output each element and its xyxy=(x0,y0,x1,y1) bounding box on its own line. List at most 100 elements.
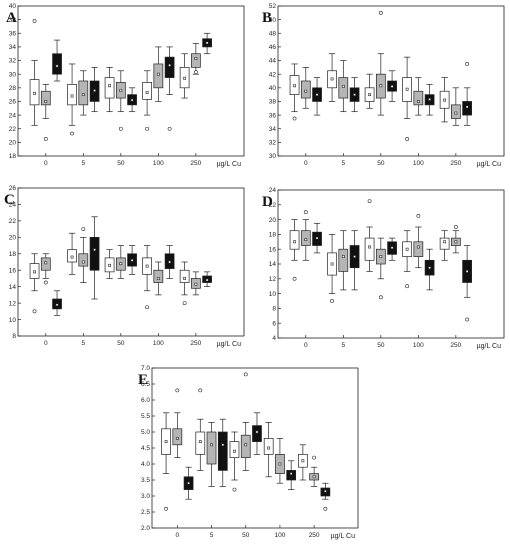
x-tick-label: 100 xyxy=(153,340,164,347)
iqr-box xyxy=(164,56,175,78)
x-axis-unit-label: µg/L Cu xyxy=(217,341,242,348)
outlier-point xyxy=(367,199,372,204)
outlier-point xyxy=(303,210,308,215)
median-point xyxy=(454,240,458,244)
x-axis-unit-label: µg/L Cu xyxy=(217,161,242,168)
box-black-50 xyxy=(127,245,137,275)
median-point xyxy=(301,459,305,463)
median-point xyxy=(156,72,160,76)
box-black-100 xyxy=(164,245,175,279)
y-tick-label: 36 xyxy=(269,112,277,119)
outlier-point xyxy=(145,126,149,131)
x-tick-label: 250 xyxy=(450,342,461,349)
median-point xyxy=(119,262,123,266)
median-point xyxy=(108,263,111,267)
box-black-100 xyxy=(164,46,175,131)
box-white-0 xyxy=(29,253,40,314)
outlier-point xyxy=(405,284,409,289)
median-point xyxy=(130,98,134,102)
y-tick-label: 10 xyxy=(269,291,277,298)
median-point xyxy=(390,246,394,250)
median-point xyxy=(293,240,296,244)
box-grey-100 xyxy=(153,261,164,296)
y-tick-label: 46 xyxy=(269,44,277,51)
outlier-point xyxy=(378,10,383,15)
y-tick-label: 48 xyxy=(269,30,277,37)
y-tick-label: 10 xyxy=(9,317,17,324)
x-tick-label: 0 xyxy=(304,342,308,349)
box-white-250 xyxy=(439,77,450,123)
outlier-point xyxy=(416,213,421,218)
box-grey-5 xyxy=(338,60,349,113)
x-tick-label: 100 xyxy=(413,342,424,349)
median-point xyxy=(443,98,447,102)
box-grey-100 xyxy=(153,46,164,102)
y-tick-label: 30 xyxy=(269,153,277,160)
box-grey-250 xyxy=(191,271,201,296)
box-white-50 xyxy=(364,199,375,272)
x-axis-unit-label: µg/L Cu xyxy=(477,161,502,168)
box-black-250 xyxy=(462,245,472,322)
box-grey-50 xyxy=(115,70,126,131)
y-tick-label: 26 xyxy=(9,99,17,106)
outlier-point xyxy=(32,19,37,23)
y-tick-label: 34 xyxy=(9,44,17,51)
x-tick-label: 5 xyxy=(82,160,86,167)
box-black-0 xyxy=(312,77,322,116)
y-tick-label: 16 xyxy=(269,246,277,253)
box-grey-100 xyxy=(413,77,424,116)
box-black-50 xyxy=(252,412,262,455)
y-tick-label: 32 xyxy=(9,58,17,65)
y-tick-label: 22 xyxy=(9,218,17,225)
median-point xyxy=(304,238,308,241)
median-point xyxy=(93,248,96,252)
box-white-100 xyxy=(142,70,152,131)
median-point xyxy=(416,100,420,103)
y-tick-label: 2.5 xyxy=(141,509,150,516)
iqr-box xyxy=(413,90,424,106)
x-tick-label: 250 xyxy=(450,160,461,167)
y-tick-label: 4.0 xyxy=(141,461,150,468)
box-black-250 xyxy=(462,62,472,126)
box-white-5 xyxy=(195,388,206,471)
outlier-point xyxy=(193,70,198,75)
outlier-point xyxy=(81,227,86,232)
panel-b: B 30 32 34 36 38 40 42 44 46 48 50 52 0 5 50 100 250 µg/L … xyxy=(262,3,505,168)
median-point xyxy=(198,440,202,444)
box-black-5 xyxy=(89,216,100,300)
x-tick-label: 50 xyxy=(242,532,250,539)
median-point xyxy=(289,472,293,476)
median-point xyxy=(390,85,394,88)
y-tick-label: 6.0 xyxy=(141,397,150,404)
box-black-5 xyxy=(349,230,360,291)
box-black-0 xyxy=(183,466,194,500)
box-white-0 xyxy=(29,19,40,126)
box-black-100 xyxy=(286,460,297,490)
median-point xyxy=(81,93,85,97)
y-tick-label: 18 xyxy=(9,153,17,160)
y-tick-label: 22 xyxy=(9,126,17,133)
median-point xyxy=(304,89,308,93)
plot-frame xyxy=(17,5,245,157)
x-tick-label: 100 xyxy=(153,160,164,167)
box-grey-0 xyxy=(40,253,51,285)
y-tick-label: 32 xyxy=(269,140,277,147)
panel-letter: E xyxy=(138,372,148,388)
iqr-box xyxy=(89,236,100,271)
y-tick-label: 22 xyxy=(269,202,277,209)
median-point xyxy=(164,440,168,444)
x-tick-label: 0 xyxy=(44,340,48,347)
median-point xyxy=(194,57,198,60)
panel-letter: A xyxy=(6,10,17,26)
x-axis-unit-label: µg/L Cu xyxy=(477,343,502,350)
box-grey-5 xyxy=(338,230,349,291)
iqr-box xyxy=(229,441,240,458)
median-point xyxy=(405,87,409,91)
outlier-point xyxy=(453,225,458,229)
y-tick-label: 7.0 xyxy=(141,365,150,372)
box-black-50 xyxy=(127,87,137,113)
y-tick-label: 5.0 xyxy=(141,429,150,436)
median-point xyxy=(341,255,345,259)
median-point xyxy=(353,93,356,97)
median-point xyxy=(156,277,160,280)
